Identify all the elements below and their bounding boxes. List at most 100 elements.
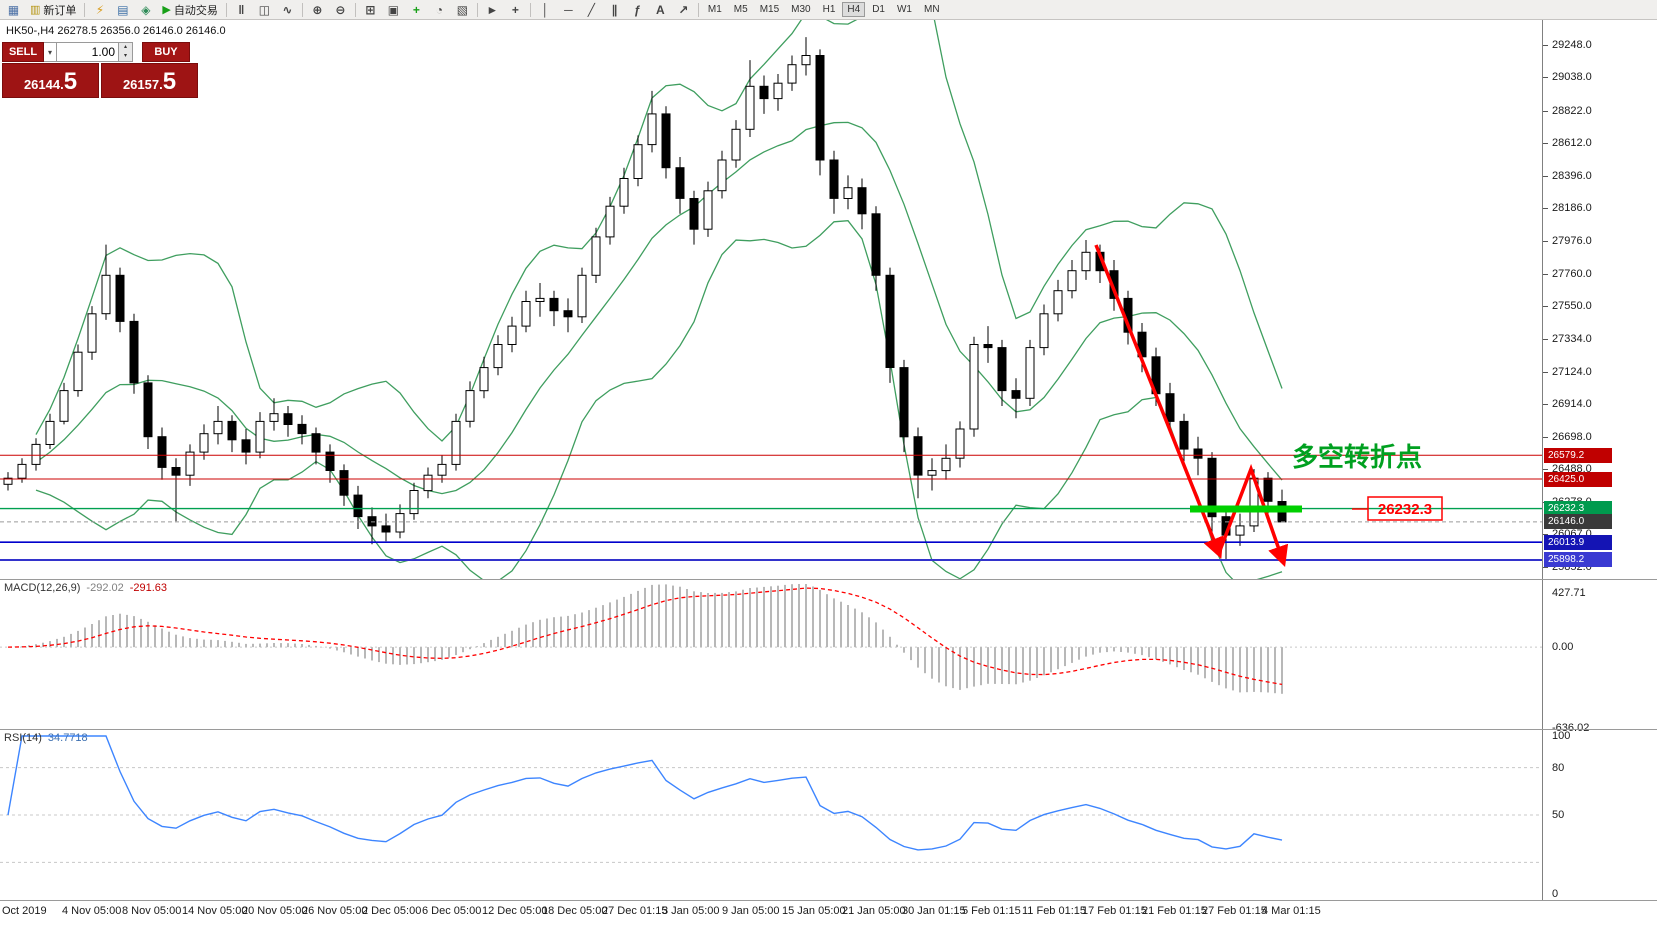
- timeframe-button-M15[interactable]: M15: [759, 4, 780, 15]
- candle: [1207, 457, 1217, 518]
- spinner-up-icon[interactable]: ▴: [123, 44, 127, 50]
- vertical-line-icon-glyph: │: [541, 2, 550, 17]
- line-chart-icon-glyph: ∿: [282, 2, 293, 17]
- candle: [465, 390, 475, 422]
- turning-point-note[interactable]: 多空转折点: [1292, 442, 1422, 473]
- candle: [885, 274, 895, 368]
- macd-axis-label: 427.71: [1552, 586, 1586, 599]
- axis-tick: [1543, 534, 1548, 536]
- candle: [115, 274, 125, 322]
- trendline-icon[interactable]: ╱: [581, 1, 602, 19]
- macd-axis-label: -636.02: [1552, 721, 1590, 734]
- main-chart-panel[interactable]: 多空转折点 26232.3: [0, 20, 1542, 580]
- candle: [87, 313, 97, 353]
- channel-icon[interactable]: ∥: [604, 1, 625, 19]
- market-watch-icon[interactable]: ▤: [112, 1, 133, 19]
- one-click-trading-panel: SELL ▾ ▴ ▾ BUY 26144. 5 26157. 5: [2, 42, 202, 98]
- timeframe-button-H4[interactable]: H4: [842, 2, 866, 17]
- horizontal-line-icon[interactable]: ─: [558, 1, 579, 19]
- volume-dropdown-icon[interactable]: ▾: [44, 42, 57, 62]
- fibonacci-icon[interactable]: ƒ: [627, 1, 648, 19]
- timeframe-button-M30[interactable]: M30: [791, 4, 811, 15]
- price-axis[interactable]: 29248.0 29038.0 28822.0 28612.0 28396.0 28186…: [1542, 20, 1657, 900]
- tile-windows-icon[interactable]: ⊞: [360, 1, 381, 19]
- new-order-icon: ▥: [30, 4, 41, 16]
- vertical-line-icon[interactable]: │: [535, 1, 556, 19]
- price-tag-26146.0: 26146.0: [1544, 514, 1612, 530]
- sell-button[interactable]: SELL: [2, 42, 44, 62]
- toolbar-separator: [225, 2, 227, 17]
- timeframe-button-H1[interactable]: H1: [822, 4, 836, 15]
- rsi-axis-label: 0: [1552, 888, 1559, 900]
- lightning-icon[interactable]: ⚡: [89, 1, 110, 19]
- candle: [549, 297, 559, 312]
- axis-tick: [1543, 339, 1548, 341]
- candle: [1193, 448, 1203, 459]
- bars-chart-icon[interactable]: ‖: [231, 1, 252, 19]
- buy-price[interactable]: 26157. 5: [101, 63, 198, 98]
- zoom-out-icon[interactable]: ⊖: [330, 1, 351, 19]
- time-axis-label: 18 Dec 05:00: [542, 905, 608, 917]
- macd-canvas[interactable]: [0, 580, 1542, 740]
- rsi-canvas[interactable]: [0, 730, 1542, 900]
- time-axis-label: Oct 2019: [2, 905, 47, 917]
- buy-button[interactable]: BUY: [142, 42, 190, 62]
- periods-icon-glyph: ◔: [435, 2, 443, 17]
- rsi-line: [7, 735, 1283, 851]
- new-chart-icon[interactable]: ▦: [3, 1, 24, 19]
- new-order-button[interactable]: ▥ 新订单: [25, 2, 81, 18]
- zoom-in-icon[interactable]: ⊕: [307, 1, 328, 19]
- price-chart-canvas[interactable]: 多空转折点 26232.3: [0, 20, 1542, 580]
- toolbar-separator: [697, 2, 699, 17]
- timeframe-button-W1[interactable]: W1: [896, 4, 912, 15]
- cursor-icon[interactable]: ►: [482, 1, 503, 19]
- indicators-icon[interactable]: +: [406, 1, 427, 19]
- axis-tick: [1543, 142, 1548, 144]
- candlestick-chart-icon[interactable]: ◫: [254, 1, 275, 19]
- panel-separator[interactable]: [0, 729, 1657, 730]
- candle: [871, 213, 881, 276]
- price-axis-label: 27124.0: [1552, 365, 1592, 378]
- candle: [101, 274, 111, 315]
- candlestick-chart-icon-glyph: ◫: [258, 2, 271, 17]
- candle: [437, 463, 447, 476]
- candle: [1081, 251, 1091, 272]
- trend-arrow[interactable]: [1094, 244, 1224, 559]
- time-axis[interactable]: Oct 2019 4 Nov 05:00 8 Nov 05:00 14 Nov 05:…: [0, 901, 1542, 944]
- crosshair-icon[interactable]: +: [505, 1, 526, 19]
- navigator-icon[interactable]: ◈: [135, 1, 156, 19]
- price-axis-label: 27976.0: [1552, 234, 1592, 247]
- timeframe-button-M5[interactable]: M5: [733, 4, 748, 15]
- autotrading-button[interactable]: ▶ 自动交易: [157, 2, 222, 18]
- time-axis-label: 9 Jan 05:00: [722, 905, 780, 917]
- volume-input[interactable]: [57, 42, 119, 62]
- periods-icon[interactable]: ◔: [429, 1, 450, 19]
- rsi-panel[interactable]: RSI(14) 34.7718: [0, 730, 1542, 900]
- spinner-down-icon[interactable]: ▾: [123, 53, 127, 59]
- axis-tick: [1543, 306, 1548, 308]
- timeframe-button-D1[interactable]: D1: [872, 4, 885, 15]
- time-axis-label: 30 Jan 01:15: [902, 905, 966, 917]
- line-chart-icon[interactable]: ∿: [277, 1, 298, 19]
- timeframe-button-M1[interactable]: M1: [707, 4, 722, 15]
- macd-panel[interactable]: MACD(12,26,9) -292.02 -291.63: [0, 580, 1542, 740]
- time-axis-label: 6 Dec 05:00: [422, 905, 482, 917]
- cascade-windows-icon[interactable]: ▣: [383, 1, 404, 19]
- autotrading-button-label: 自动交易: [173, 4, 218, 17]
- trend-arrow[interactable]: [1217, 463, 1289, 567]
- text-tool-icon[interactable]: A: [650, 1, 671, 19]
- panel-separator[interactable]: [0, 579, 1657, 580]
- arrow-tool-icon[interactable]: ↗: [673, 1, 694, 19]
- candle: [297, 423, 307, 435]
- time-axis-label: 14 Nov 05:00: [182, 905, 248, 917]
- bars-chart-icon-glyph: ‖: [238, 2, 245, 17]
- axis-tick: [1543, 77, 1548, 79]
- templates-icon[interactable]: ▧: [452, 1, 473, 19]
- sell-price[interactable]: 26144. 5: [2, 63, 99, 98]
- price-axis-label: 26914.0: [1552, 397, 1592, 410]
- timeframe-button-MN[interactable]: MN: [923, 4, 940, 15]
- volume-spinner[interactable]: ▴ ▾: [119, 42, 133, 62]
- candle: [339, 470, 349, 496]
- time-axis-label: 26 Nov 05:00: [302, 905, 368, 917]
- candle: [493, 344, 503, 369]
